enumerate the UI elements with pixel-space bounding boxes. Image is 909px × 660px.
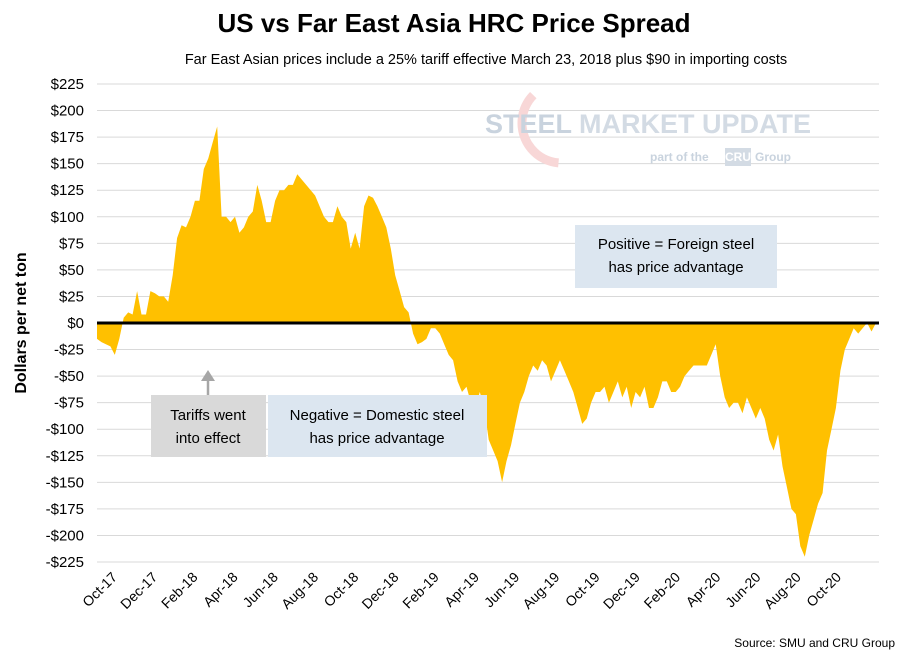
y-tick-label: -$75 — [54, 395, 84, 412]
watermark-sub-text: part of the — [650, 150, 709, 164]
y-tick-label: $50 — [59, 262, 84, 279]
y-tick-label: $150 — [51, 156, 84, 173]
x-tick-label: Jun-20 — [722, 569, 764, 611]
positive-note-line-2: has price advantage — [608, 259, 743, 276]
x-tick-label: Feb-19 — [399, 569, 442, 612]
x-tick-label: Jun-18 — [239, 569, 281, 611]
x-tick-label: Feb-20 — [641, 569, 684, 612]
watermark-cru-text: CRU — [725, 150, 751, 164]
x-tick-label: Apr-18 — [200, 569, 241, 610]
x-tick-label: Feb-18 — [158, 569, 201, 612]
x-tick-label: Apr-20 — [682, 569, 723, 610]
y-tick-label: -$25 — [54, 342, 84, 359]
tariff-note-box — [151, 395, 266, 457]
y-tick-label: $75 — [59, 235, 84, 252]
spread-area — [97, 126, 876, 557]
x-tick-label: Jun-19 — [481, 569, 523, 611]
x-tick-label: Oct-18 — [320, 569, 361, 610]
negative-note-line-1: Negative = Domestic steel — [290, 407, 465, 424]
x-tick-label: Oct-17 — [79, 569, 120, 610]
x-tick-label: Oct-19 — [562, 569, 603, 610]
negative-note-box — [268, 395, 487, 457]
tariff-annotation: Tariffs went into effect — [151, 370, 266, 457]
x-tick-label: Dec-18 — [358, 569, 401, 612]
watermark-group-text: Group — [755, 150, 791, 164]
y-tick-label: $175 — [51, 129, 84, 146]
negative-note-line-2: has price advantage — [309, 430, 444, 447]
watermark-brand-name: STEEL MARKET UPDATE — [485, 109, 811, 139]
y-tick-label: -$125 — [46, 448, 84, 465]
watermark-brand-steel: STEEL — [485, 109, 572, 139]
tariff-note-line-2: into effect — [176, 430, 242, 447]
positive-note-box — [575, 225, 777, 288]
x-tick-label: Aug-20 — [761, 569, 804, 612]
tariff-note-line-1: Tariffs went — [170, 407, 246, 424]
x-tick-label: Oct-20 — [803, 569, 844, 610]
chart-subtitle: Far East Asian prices include a 25% tari… — [185, 52, 787, 68]
watermark-brand-rest: MARKET UPDATE — [572, 109, 812, 139]
positive-note-line-1: Positive = Foreign steel — [598, 236, 754, 253]
y-tick-label: -$175 — [46, 501, 84, 518]
x-tick-label: Dec-17 — [117, 569, 160, 612]
y-tick-label: $100 — [51, 209, 84, 226]
y-tick-label: $25 — [59, 288, 84, 305]
x-tick-label: Apr-19 — [441, 569, 482, 610]
x-tick-label: Dec-19 — [600, 569, 643, 612]
y-axis-ticks: $225 $200 $175 $150 $125 $100 $75 $50 $25 $0 -$25 -… — [46, 76, 84, 571]
y-tick-label: -$150 — [46, 474, 84, 491]
y-tick-label: $125 — [51, 182, 84, 199]
x-tick-label: Aug-19 — [519, 569, 562, 612]
y-tick-label: -$225 — [46, 554, 84, 571]
y-tick-label: -$200 — [46, 527, 84, 544]
positive-annotation: Positive = Foreign steel has price advan… — [575, 225, 777, 288]
watermark-cru-box — [725, 148, 751, 166]
y-tick-label: -$100 — [46, 421, 84, 438]
watermark-logo: STEEL MARKET UPDATE part of the CRU Grou… — [485, 78, 811, 168]
negative-annotation: Negative = Domestic steel has price adva… — [268, 395, 487, 457]
chart-title: US vs Far East Asia HRC Price Spread — [217, 8, 690, 38]
x-tick-label: Aug-18 — [278, 569, 321, 612]
y-tick-label: -$50 — [54, 368, 84, 385]
y-tick-label: $200 — [51, 103, 84, 120]
y-tick-label: $0 — [67, 315, 84, 332]
source-note: Source: SMU and CRU Group — [734, 636, 895, 650]
y-tick-label: $225 — [51, 76, 84, 93]
y-axis-label: Dollars per net ton — [13, 252, 30, 393]
tariff-arrow-head — [201, 370, 215, 381]
